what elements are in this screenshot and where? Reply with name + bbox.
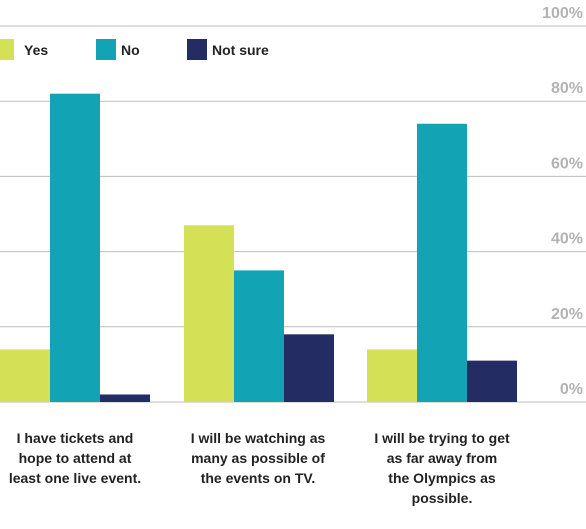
- bar-no-2: [417, 123, 467, 402]
- bar-no-1: [234, 270, 284, 402]
- legend-label: No: [121, 42, 140, 58]
- category-label-line: the Olympics as: [388, 470, 496, 486]
- category-label-line: many as possible of: [191, 450, 325, 466]
- y-tick-label: 60%: [551, 155, 583, 172]
- category-label-line: as far away from: [387, 450, 498, 466]
- category-label-2: I will be trying to get as far away from t…: [374, 430, 510, 506]
- legend-swatch-no: [96, 39, 116, 60]
- bar-yes-2: [367, 349, 417, 402]
- category-label-line: possible.: [412, 490, 473, 506]
- category-label-1: I will be watching as many as possible of…: [191, 430, 326, 486]
- y-tick-label: 40%: [551, 231, 583, 248]
- legend-swatch-not-sure: [187, 39, 207, 60]
- bar-not-sure-1: [284, 334, 334, 402]
- bars: [0, 93, 517, 403]
- y-tick-label: 0%: [560, 381, 583, 398]
- legend-label: Yes: [24, 42, 48, 58]
- category-label-line: least one live event.: [9, 470, 141, 486]
- category-label-0: I have tickets and hope to attend at least…: [9, 430, 141, 486]
- bar-yes-1: [184, 225, 234, 402]
- y-axis-tick-labels: 0% 20% 40% 60% 80% 100%: [542, 5, 583, 398]
- legend: Yes No Not sure: [0, 39, 269, 60]
- y-tick-label: 20%: [551, 306, 583, 323]
- category-label-line: I have tickets and: [17, 430, 134, 446]
- y-tick-label: 80%: [551, 80, 583, 97]
- bar-not-sure-0: [100, 394, 150, 402]
- bar-yes-0: [0, 349, 50, 402]
- category-label-line: I will be watching as: [191, 430, 326, 446]
- bar-not-sure-2: [467, 360, 517, 402]
- category-label-line: the events on TV.: [201, 470, 316, 486]
- y-tick-label: 100%: [542, 5, 583, 22]
- category-label-line: I will be trying to get: [374, 430, 510, 446]
- legend-label: Not sure: [212, 42, 269, 58]
- bar-no-0: [50, 93, 100, 403]
- category-labels: I have tickets and hope to attend at least…: [9, 430, 510, 506]
- category-label-line: hope to attend at: [19, 450, 132, 466]
- legend-swatch-yes: [0, 39, 14, 60]
